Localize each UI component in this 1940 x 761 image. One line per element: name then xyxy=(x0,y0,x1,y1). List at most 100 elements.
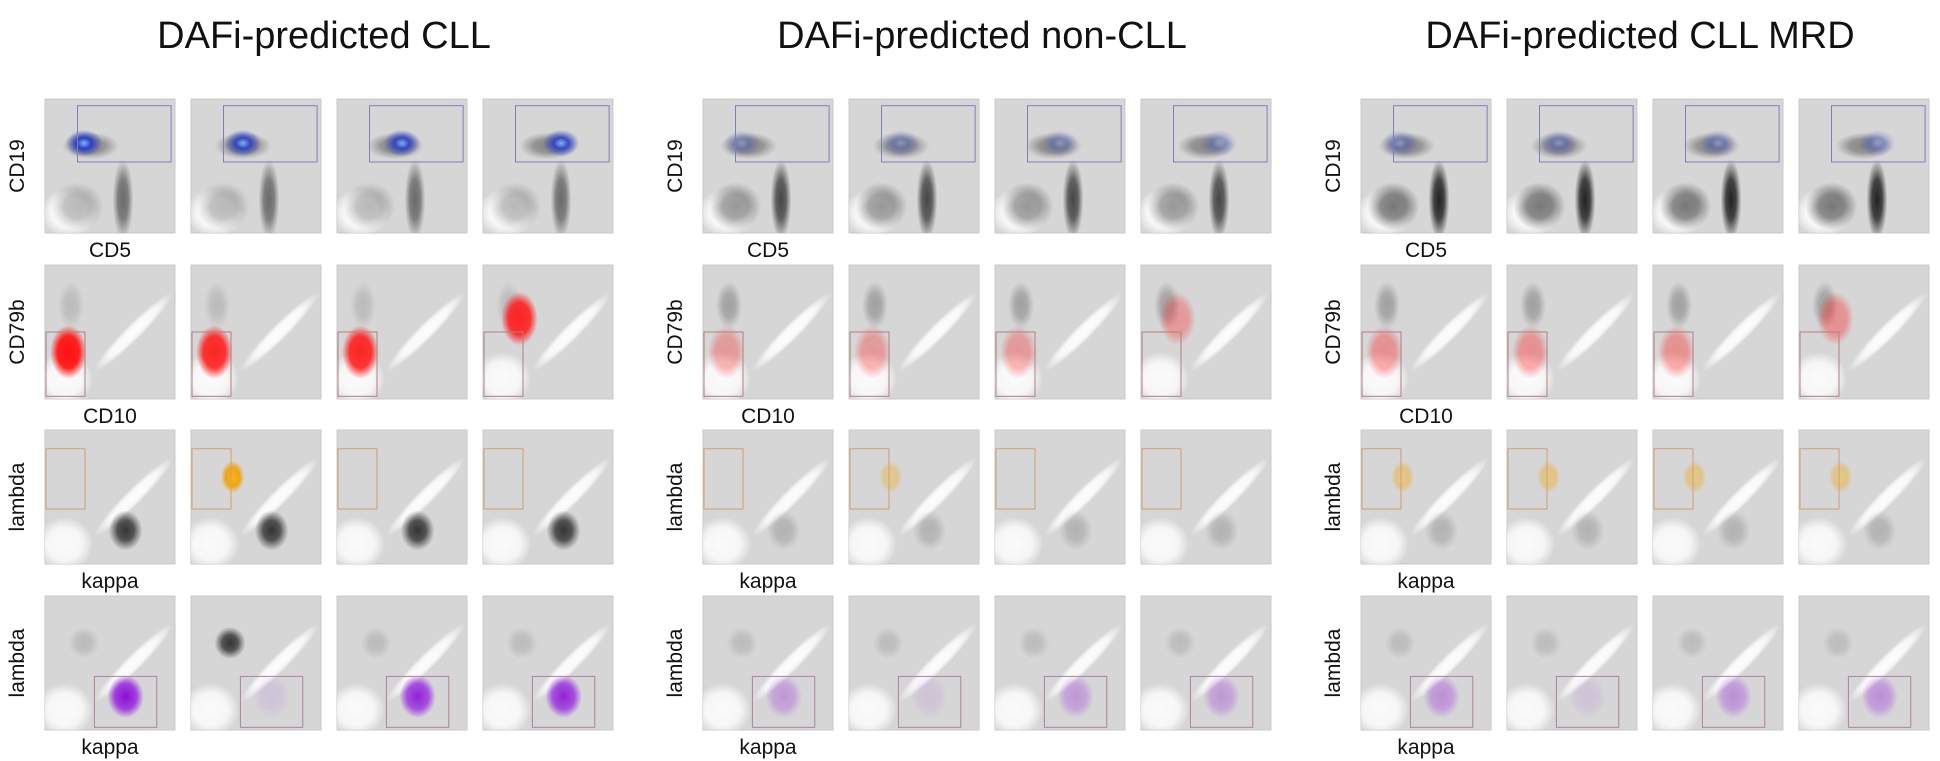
density xyxy=(191,517,240,564)
plot xyxy=(190,595,322,731)
density xyxy=(350,281,376,330)
plot-content xyxy=(1799,281,1927,399)
density xyxy=(1507,517,1556,564)
density xyxy=(191,683,240,730)
density xyxy=(1041,129,1079,157)
x-axis-label: kappa xyxy=(1397,570,1455,593)
plot xyxy=(1360,98,1492,234)
plot-content xyxy=(483,623,611,730)
gate xyxy=(849,448,890,510)
plot xyxy=(1140,264,1272,400)
gate xyxy=(239,675,304,728)
density xyxy=(337,683,386,730)
gate xyxy=(1653,448,1694,510)
density xyxy=(1805,182,1858,231)
plot xyxy=(336,264,468,400)
plot xyxy=(994,429,1126,565)
plot-content xyxy=(703,105,830,233)
y-axis-label: CD79b xyxy=(664,299,687,364)
density xyxy=(1799,517,1848,564)
plot-content xyxy=(1799,448,1927,564)
plot-content xyxy=(191,105,318,233)
density xyxy=(483,517,532,564)
x-axis-label: kappa xyxy=(81,736,139,759)
plot xyxy=(848,429,980,565)
density xyxy=(1658,325,1695,379)
gate xyxy=(1847,675,1912,728)
plot xyxy=(1506,595,1638,731)
x-axis-label: CD10 xyxy=(83,405,137,428)
plot xyxy=(1798,429,1930,565)
plot-content xyxy=(849,105,976,233)
density xyxy=(726,626,758,659)
plot xyxy=(44,595,176,731)
plot-content xyxy=(995,623,1123,730)
density xyxy=(404,159,426,233)
y-axis-label: lambda xyxy=(6,462,29,531)
plot xyxy=(1140,98,1272,234)
density xyxy=(1367,182,1420,231)
plot xyxy=(1652,429,1784,565)
density xyxy=(862,281,888,330)
plot-content xyxy=(849,623,977,730)
x-axis-label: CD5 xyxy=(89,239,131,262)
diagonal-streak xyxy=(94,292,173,372)
panel: DAFi-predicted CLL CD19 CD5 CD79b CD10 lambda… xyxy=(6,15,614,759)
plot xyxy=(190,429,322,565)
plot-content xyxy=(995,281,1123,399)
density xyxy=(849,517,898,564)
density xyxy=(1428,159,1450,233)
density xyxy=(50,325,87,379)
density xyxy=(68,626,100,659)
density xyxy=(1520,281,1546,330)
plot-content xyxy=(995,105,1122,233)
gate xyxy=(1831,105,1926,163)
density xyxy=(1204,510,1239,551)
plot xyxy=(190,264,322,400)
density xyxy=(912,510,947,551)
plot xyxy=(1652,98,1784,234)
density xyxy=(1862,510,1897,551)
diagonal-streak xyxy=(1044,292,1123,372)
plot-content xyxy=(1141,105,1268,233)
plot-content xyxy=(45,105,172,233)
x-axis-label: CD5 xyxy=(747,239,789,262)
density xyxy=(1716,510,1751,551)
plot xyxy=(1360,595,1492,731)
plot xyxy=(702,98,834,234)
density xyxy=(1682,460,1707,493)
plot-content xyxy=(1507,281,1635,399)
density xyxy=(1058,510,1093,551)
density xyxy=(1384,626,1416,659)
plot xyxy=(848,98,980,234)
density xyxy=(1390,460,1415,493)
gate xyxy=(77,105,172,163)
plot xyxy=(702,429,834,565)
plot-content xyxy=(1799,105,1926,233)
density xyxy=(45,683,94,730)
gate xyxy=(1173,105,1268,163)
density xyxy=(337,517,386,564)
plot-content xyxy=(337,281,465,399)
density xyxy=(1828,460,1853,493)
density xyxy=(1822,626,1854,659)
y-axis-label: CD19 xyxy=(664,139,687,193)
density xyxy=(1676,626,1708,659)
density xyxy=(1018,626,1050,659)
plot-content xyxy=(1653,623,1781,730)
plot xyxy=(1798,595,1930,731)
gate xyxy=(751,675,816,728)
x-axis-label: CD5 xyxy=(1405,239,1447,262)
gate xyxy=(1141,448,1182,510)
gate xyxy=(1799,331,1840,397)
density xyxy=(1366,325,1403,379)
gate xyxy=(1507,448,1548,510)
density xyxy=(872,626,904,659)
y-axis-label: CD79b xyxy=(1322,299,1345,364)
density xyxy=(703,517,752,564)
density xyxy=(1530,626,1562,659)
density xyxy=(766,510,801,551)
plot xyxy=(994,264,1126,400)
x-axis-label: kappa xyxy=(739,570,797,593)
gate xyxy=(1507,331,1548,397)
